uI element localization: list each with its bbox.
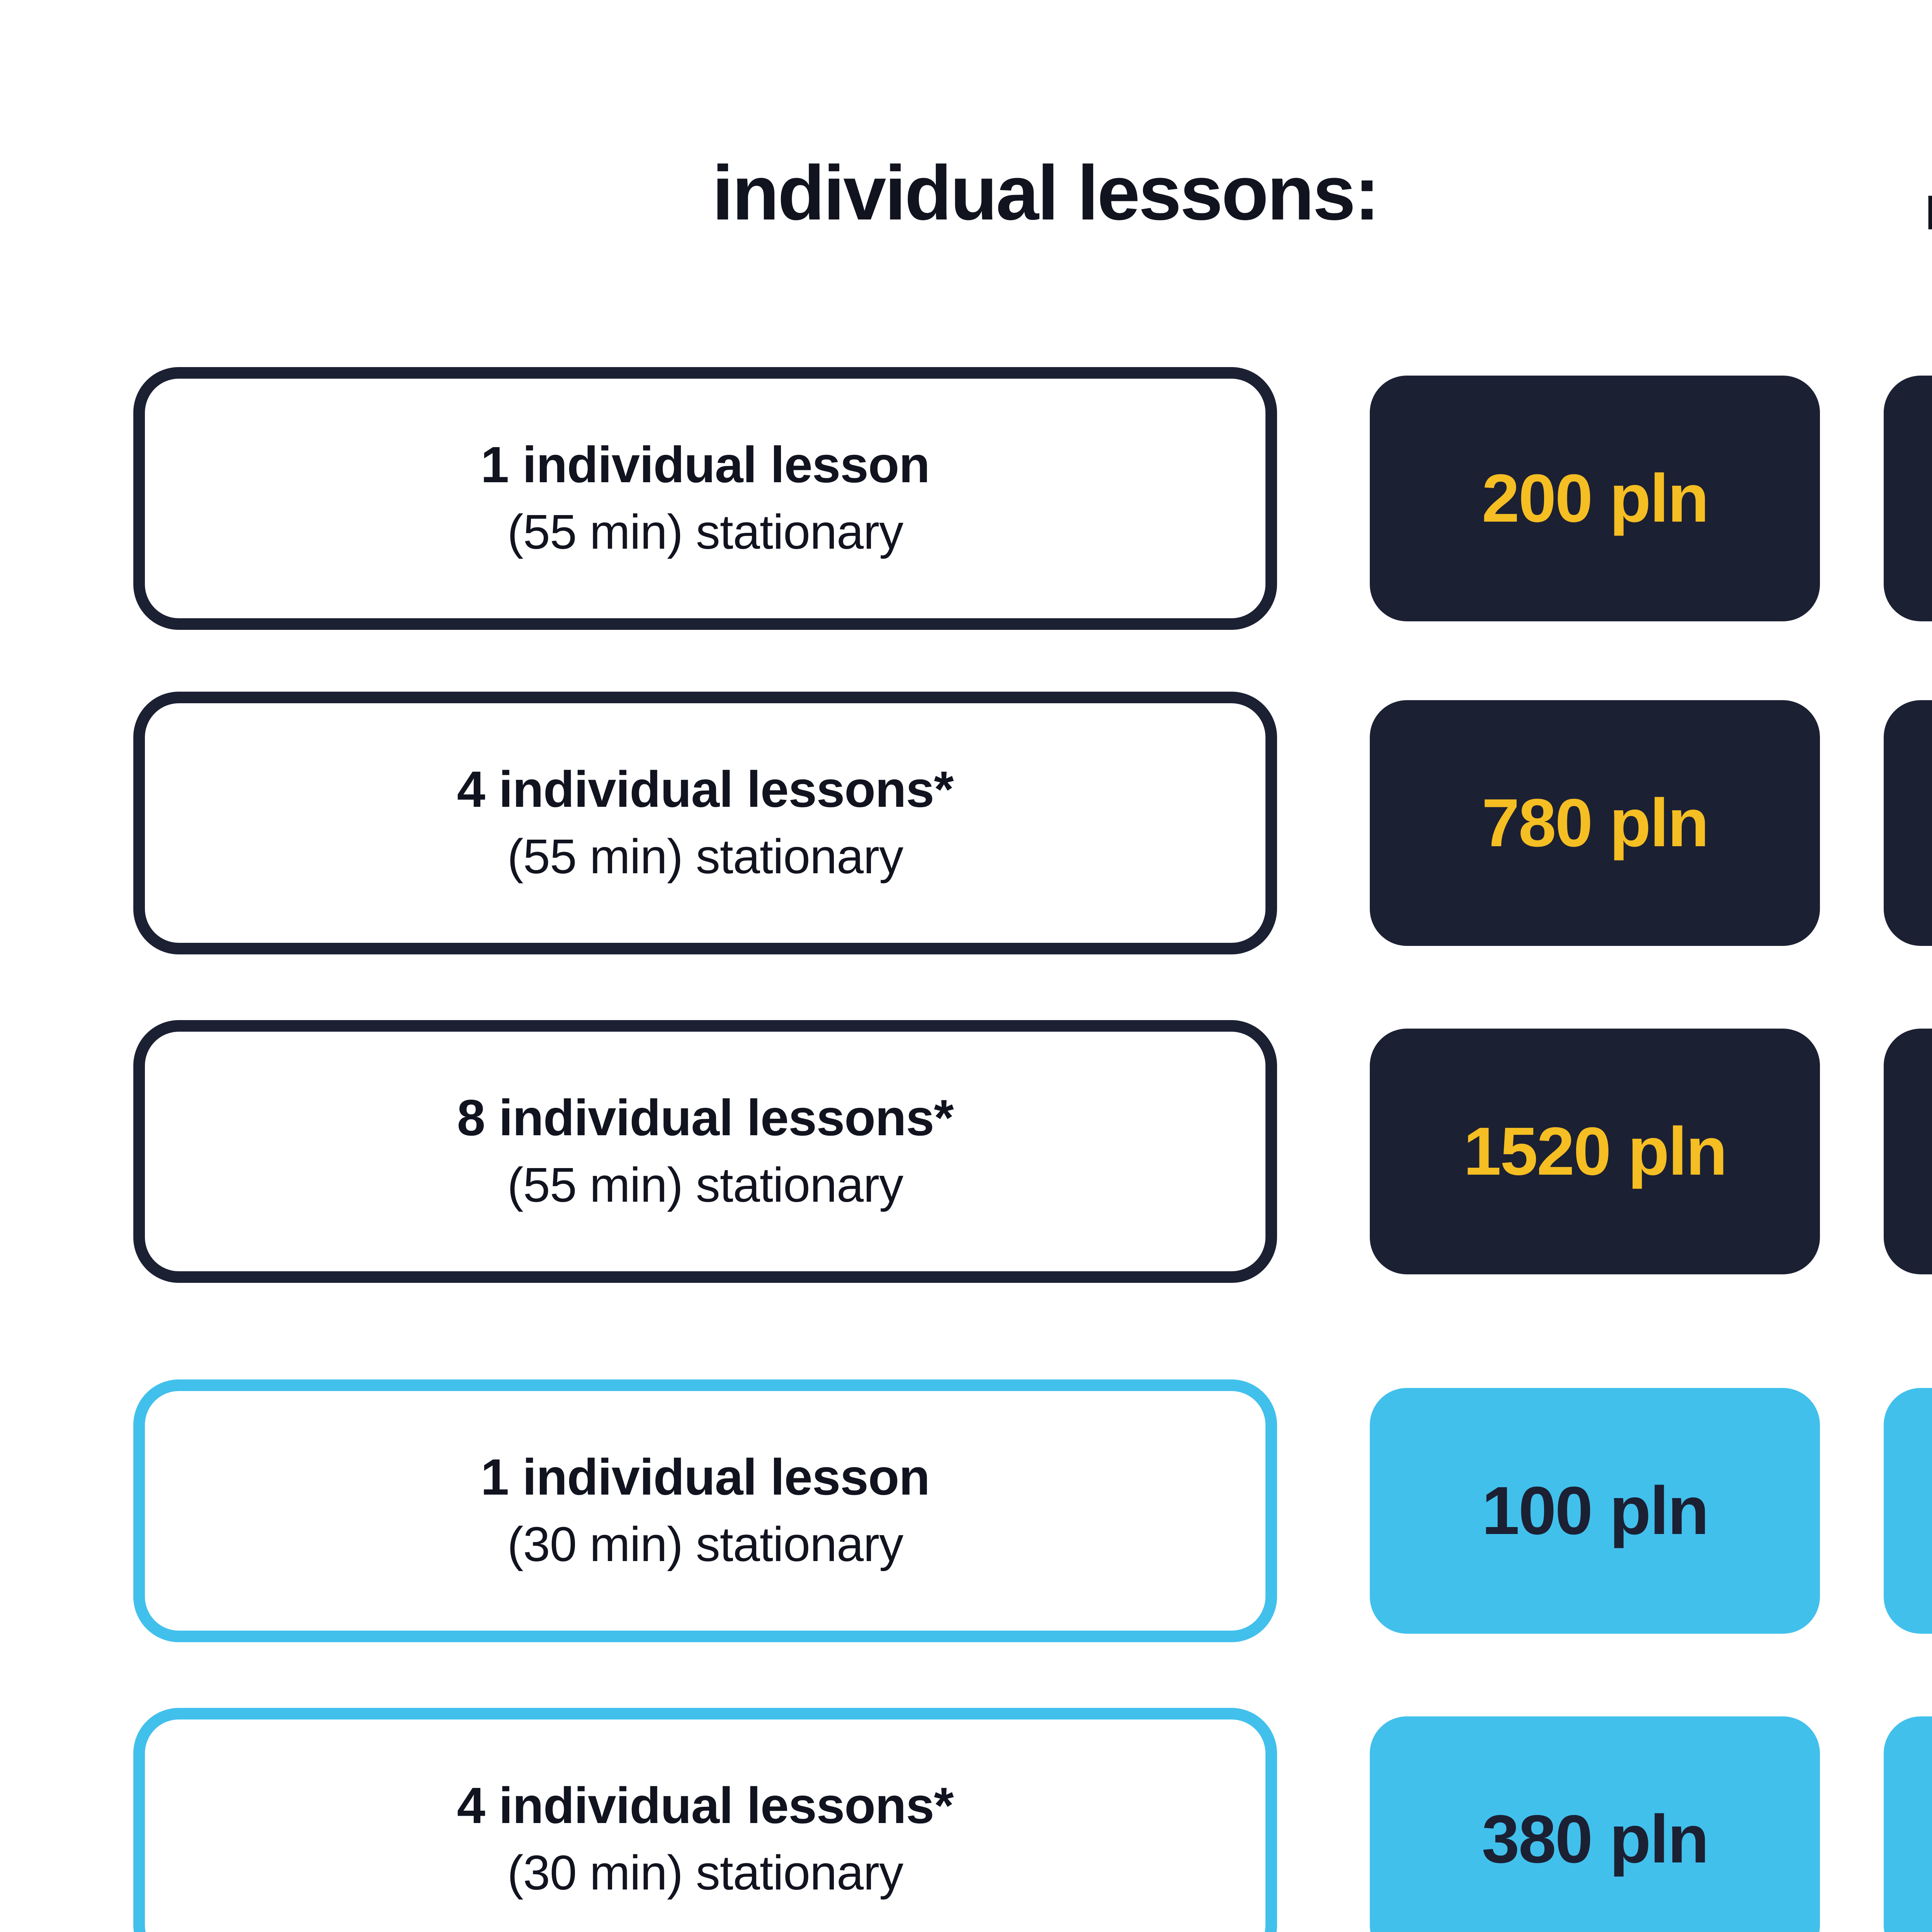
pricing-header: individual lessons: package price (0, 0, 1932, 348)
lesson-title: 4 individual lessons* (457, 760, 954, 818)
total-price-value: 200 pln (1481, 461, 1709, 536)
pricing-row: 1 individual lesson (55 min) stationary 20… (0, 367, 1932, 630)
lesson-title: 8 individual lessons* (457, 1089, 954, 1146)
total-price-value: 1520 pln (1463, 1114, 1727, 1189)
lesson-label-card[interactable]: 4 individual lessons* (30 min) stationary (133, 1708, 1277, 1932)
package-price-chip[interactable]: 95 pln (1884, 1716, 1932, 1932)
lesson-subtitle: (55 min) stationary (507, 1157, 903, 1212)
lesson-label-card[interactable]: 1 individual lesson (55 min) stationary (133, 367, 1277, 630)
pricing-row: 4 individual lessons* (55 min) stationary… (0, 692, 1932, 954)
package-price-chip[interactable]: 190 pln (1884, 1029, 1932, 1274)
lesson-label-card[interactable]: 4 individual lessons* (55 min) stationary (133, 692, 1277, 954)
package-price-chip[interactable]: 100 pln (1884, 1388, 1932, 1634)
package-price-label: package price (1793, 182, 1932, 227)
total-price-chip[interactable]: 380 pln (1370, 1716, 1820, 1932)
page-title: individual lessons: (712, 150, 1380, 236)
lesson-label-card[interactable]: 1 individual lesson (30 min) stationary (133, 1379, 1277, 1642)
package-price-chip[interactable]: 195 pln (1884, 700, 1932, 946)
total-price-chip[interactable]: 100 pln (1370, 1388, 1820, 1634)
pricing-row: 1 individual lesson (30 min) stationary 10… (0, 1379, 1932, 1642)
lesson-subtitle: (55 min) stationary (507, 504, 903, 559)
lesson-label-card[interactable]: 8 individual lessons* (55 min) stationary (133, 1020, 1277, 1283)
total-price-value: 780 pln (1481, 785, 1709, 861)
total-price-chip[interactable]: 1520 pln (1370, 1029, 1820, 1274)
lesson-subtitle: (30 min) stationary (507, 1517, 903, 1571)
lesson-title: 4 individual lessons* (457, 1777, 954, 1834)
pricing-row: 4 individual lessons* (30 min) stationary… (0, 1708, 1932, 1932)
lesson-subtitle: (30 min) stationary (507, 1845, 903, 1900)
lesson-title: 1 individual lesson (481, 436, 930, 493)
pricing-row: 8 individual lessons* (55 min) stationary… (0, 1020, 1932, 1283)
total-price-chip[interactable]: 780 pln (1370, 700, 1820, 946)
total-price-chip[interactable]: 200 pln (1370, 376, 1820, 621)
lesson-subtitle: (55 min) stationary (507, 829, 903, 884)
total-price-value: 100 pln (1481, 1473, 1709, 1549)
package-price-chip[interactable]: 200 pln (1884, 376, 1932, 621)
lesson-title: 1 individual lesson (481, 1448, 930, 1505)
total-price-value: 380 pln (1481, 1801, 1709, 1877)
